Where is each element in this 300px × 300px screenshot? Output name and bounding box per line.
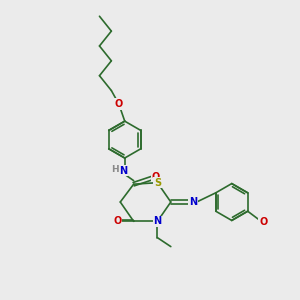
Text: N: N [189,197,197,207]
Text: S: S [154,178,161,188]
Text: N: N [119,166,127,176]
Text: N: N [153,216,161,226]
Text: O: O [115,99,123,109]
Text: H: H [111,165,119,174]
Text: O: O [113,216,122,226]
Text: O: O [259,217,267,226]
Text: O: O [152,172,160,182]
